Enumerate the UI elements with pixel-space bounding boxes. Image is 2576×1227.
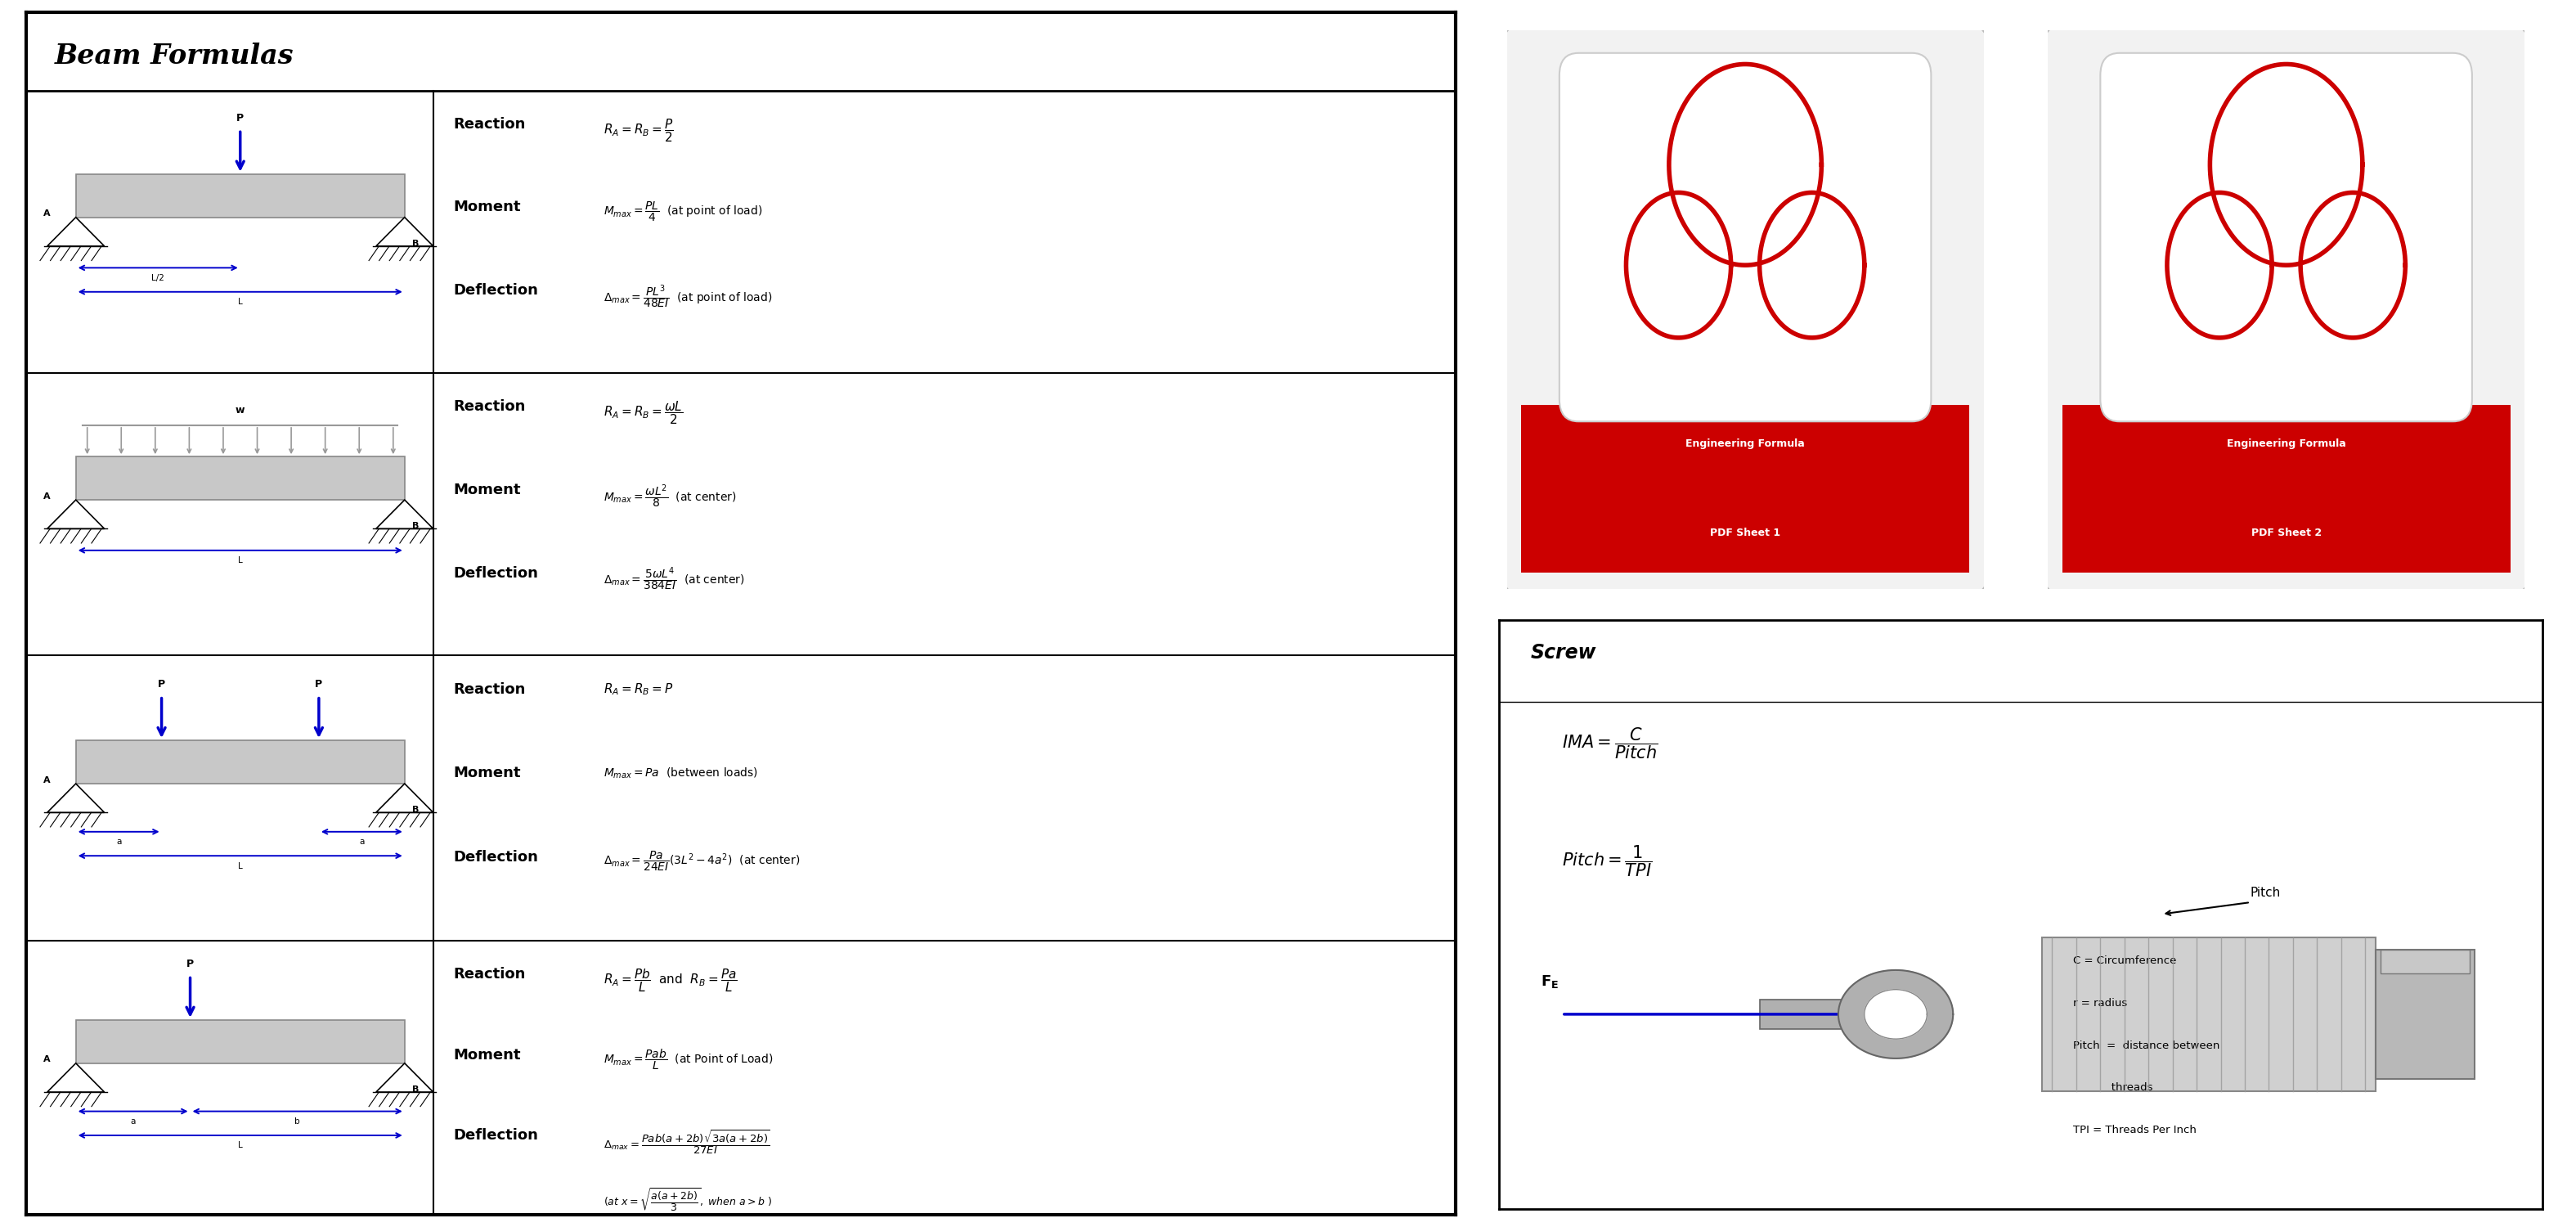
Text: Deflection: Deflection <box>453 849 538 864</box>
Text: B: B <box>412 239 420 248</box>
Text: L/2: L/2 <box>152 274 165 282</box>
Text: Pitch: Pitch <box>2251 887 2280 899</box>
Text: $M_{max} = \dfrac{\omega L^2}{8}$  (at center): $M_{max} = \dfrac{\omega L^2}{8}$ (at ce… <box>603 482 737 509</box>
Text: P: P <box>314 680 322 690</box>
Text: $R_A = \dfrac{Pb}{L}$  and  $R_B = \dfrac{Pa}{L}$: $R_A = \dfrac{Pb}{L}$ and $R_B = \dfrac{… <box>603 967 737 994</box>
Text: $(at\ x = \sqrt{\dfrac{a(a+2b)}{3}},\ when\ a > b\ )$: $(at\ x = \sqrt{\dfrac{a(a+2b)}{3}},\ wh… <box>603 1187 773 1214</box>
Polygon shape <box>1865 989 1927 1039</box>
Text: Screw: Screw <box>1530 643 1597 663</box>
Bar <box>75 174 404 217</box>
Text: $M_{max} = \dfrac{Pab}{L}$  (at Point of Load): $M_{max} = \dfrac{Pab}{L}$ (at Point of … <box>603 1048 773 1071</box>
Text: a: a <box>131 1118 137 1125</box>
Text: L: L <box>237 556 242 564</box>
Bar <box>75 456 404 499</box>
Text: A: A <box>44 492 49 501</box>
Bar <box>2380 950 2470 973</box>
Text: PDF Sheet 1: PDF Sheet 1 <box>1710 528 1780 539</box>
Text: a: a <box>116 838 121 845</box>
Text: A: A <box>44 1055 49 1064</box>
Text: $\Delta_{max} = \dfrac{Pab(a+2b)\sqrt{3a(a+2b)}}{27EI}$: $\Delta_{max} = \dfrac{Pab(a+2b)\sqrt{3a… <box>603 1129 770 1156</box>
Text: $\Delta_{max} = \dfrac{5\omega L^4}{384EI}$  (at center): $\Delta_{max} = \dfrac{5\omega L^4}{384E… <box>603 566 744 593</box>
Text: b: b <box>294 1118 301 1125</box>
FancyBboxPatch shape <box>1558 53 1932 421</box>
Text: L: L <box>237 298 242 306</box>
Text: Moment: Moment <box>453 482 520 497</box>
Text: Moment: Moment <box>453 766 520 780</box>
Text: Reaction: Reaction <box>453 117 526 131</box>
Text: Reaction: Reaction <box>453 400 526 415</box>
Text: $\Delta_{max} = \dfrac{PL^3}{48EI}$  (at point of load): $\Delta_{max} = \dfrac{PL^3}{48EI}$ (at … <box>603 283 773 310</box>
Text: $M_{max} = \dfrac{PL}{4}$  (at point of load): $M_{max} = \dfrac{PL}{4}$ (at point of l… <box>603 200 762 223</box>
Text: $R_A = R_B = P$: $R_A = R_B = P$ <box>603 682 672 697</box>
Text: $\mathbf{F_E}$: $\mathbf{F_E}$ <box>1540 973 1558 989</box>
Bar <box>2043 937 2375 1091</box>
Text: Reaction: Reaction <box>453 967 526 982</box>
Bar <box>1522 405 1968 572</box>
Text: Moment: Moment <box>453 200 520 215</box>
Text: threads: threads <box>2074 1082 2154 1093</box>
Text: B: B <box>412 806 420 815</box>
Text: Engineering Formula: Engineering Formula <box>1685 438 1806 449</box>
Text: PDF Sheet 2: PDF Sheet 2 <box>2251 528 2321 539</box>
Bar <box>1759 1000 1906 1029</box>
Text: Moment: Moment <box>453 1048 520 1063</box>
Text: $\Delta_{max} = \dfrac{Pa}{24EI}(3L^2-4a^2)$  (at center): $\Delta_{max} = \dfrac{Pa}{24EI}(3L^2-4a… <box>603 849 801 872</box>
Text: r = radius: r = radius <box>2074 998 2128 1009</box>
Text: $R_A = R_B = \dfrac{\omega L}{2}$: $R_A = R_B = \dfrac{\omega L}{2}$ <box>603 400 683 426</box>
Polygon shape <box>1839 971 1953 1059</box>
Text: a: a <box>358 838 363 845</box>
Text: B: B <box>412 1086 420 1093</box>
Text: L: L <box>237 861 242 870</box>
Text: TPI = Threads Per Inch: TPI = Threads Per Inch <box>2074 1125 2197 1136</box>
Text: L: L <box>237 1141 242 1150</box>
Bar <box>2063 405 2509 572</box>
Text: Engineering Formula: Engineering Formula <box>2226 438 2347 449</box>
Text: Deflection: Deflection <box>453 1129 538 1144</box>
FancyBboxPatch shape <box>1502 25 1989 595</box>
Text: $IMA = \dfrac{C}{Pitch}$: $IMA = \dfrac{C}{Pitch}$ <box>1561 725 1659 761</box>
Text: Deflection: Deflection <box>453 566 538 580</box>
FancyBboxPatch shape <box>2043 25 2530 595</box>
Text: P: P <box>237 113 245 124</box>
Text: Deflection: Deflection <box>453 283 538 298</box>
Text: P: P <box>185 958 193 969</box>
Text: C = Circumference: C = Circumference <box>2074 956 2177 966</box>
Bar <box>2375 950 2476 1079</box>
Text: w: w <box>234 405 245 416</box>
Bar <box>75 1020 404 1064</box>
Text: $M_{max} = Pa$  (between loads): $M_{max} = Pa$ (between loads) <box>603 766 757 780</box>
Text: A: A <box>44 210 49 217</box>
Text: Reaction: Reaction <box>453 682 526 697</box>
Text: $R_A = R_B = \dfrac{P}{2}$: $R_A = R_B = \dfrac{P}{2}$ <box>603 117 672 144</box>
Text: Beam Formulas: Beam Formulas <box>54 43 294 69</box>
FancyBboxPatch shape <box>2099 53 2473 421</box>
Text: $Pitch = \dfrac{1}{TPI}$: $Pitch = \dfrac{1}{TPI}$ <box>1561 843 1651 879</box>
Text: A: A <box>44 775 49 784</box>
Text: P: P <box>157 680 165 690</box>
Text: B: B <box>412 523 420 530</box>
Bar <box>75 740 404 784</box>
Text: Pitch  =  distance between: Pitch = distance between <box>2074 1040 2221 1050</box>
